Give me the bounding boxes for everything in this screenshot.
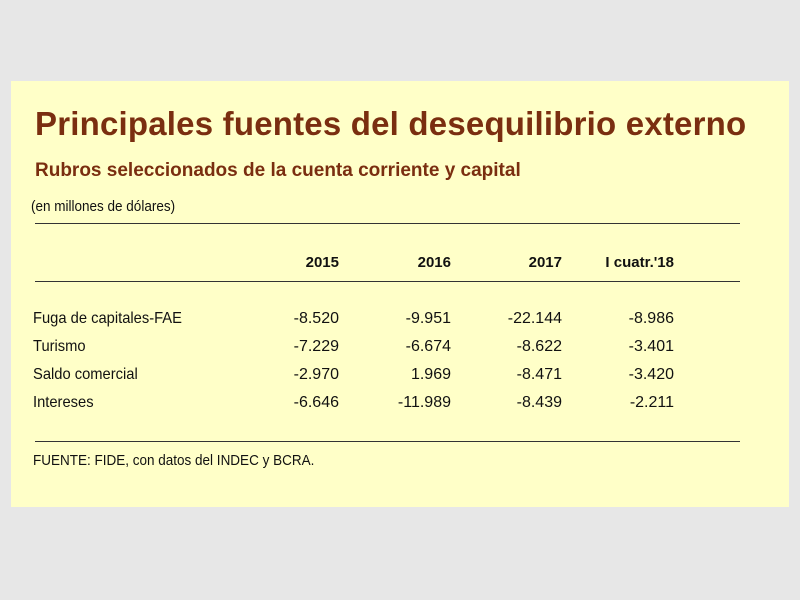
table-cell: 1.969	[410, 366, 451, 383]
table-cell: -22.144	[507, 310, 562, 327]
table-cell: -8.520	[293, 310, 339, 327]
units-note: (en millones de dólares)	[31, 198, 176, 215]
source-note: FUENTE: FIDE, con datos del INDEC y BCRA…	[33, 452, 315, 469]
row-label: Turismo	[33, 338, 86, 355]
table-card: Principales fuentes del desequilibrio ex…	[11, 81, 789, 507]
row-label: Fuga de capitales-FAE	[33, 310, 182, 327]
column-header-2016: 2016	[417, 254, 451, 271]
table-row: Saldo comercial -2.970 1.969 -8.471 -3.4…	[11, 366, 789, 394]
table-row: Turismo -7.229 -6.674 -8.622 -3.401	[11, 338, 789, 366]
table-cell: -7.229	[293, 338, 339, 355]
column-header-2017: 2017	[528, 254, 562, 271]
bottom-rule	[35, 441, 740, 442]
header-rule	[35, 281, 740, 282]
table-cell: -2.211	[629, 394, 674, 411]
table-cell: -9.951	[405, 310, 451, 327]
table-cell: -8.986	[628, 310, 674, 327]
table-cell: -6.646	[293, 394, 339, 411]
table-cell: -8.471	[516, 366, 562, 383]
row-label: Intereses	[33, 394, 94, 411]
table-row: Fuga de capitales-FAE -8.520 -9.951 -22.…	[11, 310, 789, 338]
table-cell: -3.420	[628, 366, 674, 383]
table-row: Intereses -6.646 -11.989 -8.439 -2.211	[11, 394, 789, 422]
column-header-i-cuatr-18: I cuatr.'18	[605, 254, 674, 271]
page-title: Principales fuentes del desequilibrio ex…	[35, 105, 747, 142]
table-cell: -8.622	[516, 338, 562, 355]
subtitle: Rubros seleccionados de la cuenta corrie…	[35, 160, 521, 181]
column-header-2015: 2015	[305, 254, 339, 271]
row-label: Saldo comercial	[33, 366, 138, 383]
table-cell: -11.989	[397, 394, 451, 411]
table-cell: -8.439	[516, 394, 562, 411]
table-cell: -2.970	[293, 366, 339, 383]
top-rule	[35, 223, 740, 224]
table-cell: -3.401	[628, 338, 674, 355]
table-cell: -6.674	[405, 338, 451, 355]
